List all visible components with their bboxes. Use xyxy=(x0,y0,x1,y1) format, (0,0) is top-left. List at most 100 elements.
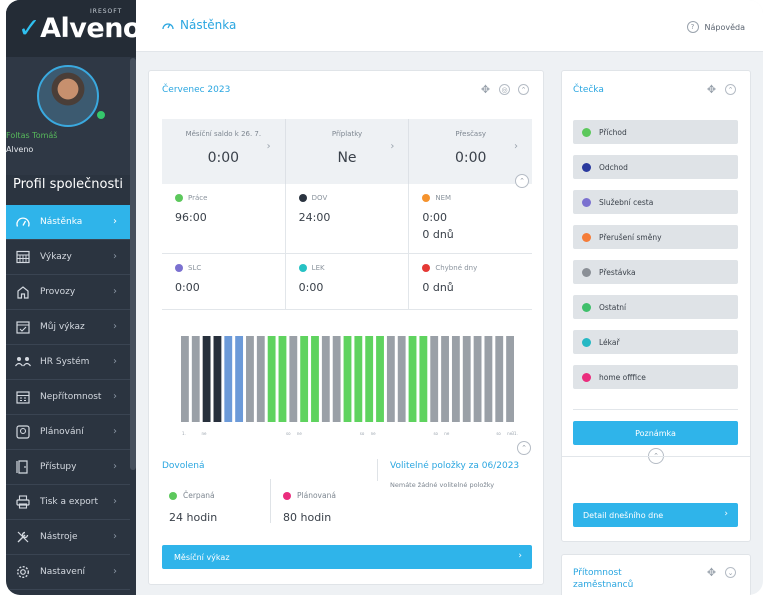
sidebar-item-6[interactable]: Plánování › xyxy=(6,415,130,450)
day-bar[interactable] xyxy=(441,336,449,422)
reader-item-label: Služební cesta xyxy=(599,197,654,207)
stat-cell-value-2: 0 dnů xyxy=(422,228,454,241)
top-stat-2[interactable]: Přesčasy 0:00 › xyxy=(409,119,532,184)
day-bar[interactable] xyxy=(451,336,460,422)
day-bar[interactable] xyxy=(376,336,384,422)
sidebar-item-label: Provozy xyxy=(40,287,76,297)
reader-item[interactable]: Lékař xyxy=(573,330,738,354)
day-bar[interactable] xyxy=(365,336,374,422)
day-bar[interactable] xyxy=(181,336,189,422)
chevron-right-icon: › xyxy=(113,356,117,367)
sidebar-item-8[interactable]: Tisk a export › xyxy=(6,485,130,520)
day-bar[interactable] xyxy=(343,336,352,422)
legend-dot-icon xyxy=(422,194,431,202)
note-button[interactable]: Poznámka xyxy=(573,421,738,445)
day-bar-label: ne xyxy=(296,431,302,436)
reader-item[interactable]: Ostatní xyxy=(573,295,738,319)
settings-icon[interactable]: ◎ xyxy=(499,84,510,95)
move-icon[interactable]: ✥ xyxy=(480,83,491,96)
day-bar[interactable] xyxy=(256,336,265,422)
sidebar-scrollbar[interactable] xyxy=(130,58,136,470)
sidebar-item-label: Nástěnka xyxy=(40,217,83,227)
help-link[interactable]: ? Nápověda xyxy=(686,21,745,33)
reader-item-label: Příchod xyxy=(599,127,627,137)
day-bar[interactable] xyxy=(484,336,493,422)
day-bar[interactable] xyxy=(235,336,244,422)
sidebar-item-4[interactable]: HR Systém › xyxy=(6,345,130,380)
divider xyxy=(377,459,378,481)
day-bar[interactable] xyxy=(278,336,287,422)
logo-bar: ✓Alveno IRESOFT xyxy=(6,0,141,57)
sidebar-item-3[interactable]: Můj výkaz › xyxy=(6,310,130,345)
reader-dot-icon xyxy=(582,127,591,137)
reader-item[interactable]: Odchod xyxy=(573,155,738,179)
chevron-right-icon: › xyxy=(518,551,522,561)
sidebar-item-1[interactable]: Výkazy › xyxy=(6,240,130,275)
collapse-stats-icon[interactable]: ⌃ xyxy=(515,174,529,188)
gear-icon xyxy=(15,564,31,580)
day-bar[interactable] xyxy=(506,336,514,422)
day-bar[interactable] xyxy=(213,336,222,422)
sidebar-item-label: Tisk a export xyxy=(40,497,99,507)
chevron-right-icon: › xyxy=(113,251,117,262)
day-bar[interactable] xyxy=(332,336,341,422)
collapse-icon[interactable]: ⌃ xyxy=(725,84,736,95)
day-bar[interactable] xyxy=(224,336,233,422)
collapse-chart-icon[interactable]: ⌃ xyxy=(517,441,531,455)
reader-controls: ✥ ⌃ xyxy=(706,83,736,96)
avatar[interactable] xyxy=(37,65,99,127)
stat-cell-label-text: LEK xyxy=(311,264,325,272)
sidebar-item-label: Plánování xyxy=(40,427,84,437)
help-icon: ? xyxy=(686,21,699,33)
day-bar[interactable] xyxy=(267,336,276,422)
sidebar-item-label: Výkazy xyxy=(40,252,72,262)
collapse-icon[interactable]: ⌃ xyxy=(518,84,529,95)
move-icon[interactable]: ✥ xyxy=(706,566,717,579)
day-bar[interactable] xyxy=(419,336,428,422)
day-bar[interactable] xyxy=(386,336,395,422)
reader-item[interactable]: Příchod xyxy=(573,120,738,144)
logo-brand-a: A xyxy=(40,13,61,44)
profile-name[interactable]: Foltas Tomáš xyxy=(6,131,58,140)
reader-item-label: Odchod xyxy=(599,162,628,172)
sidebar-item-5[interactable]: Nepřítomnost › xyxy=(6,380,130,415)
expand-icon[interactable]: ⌄ xyxy=(725,567,736,578)
monthly-report-button[interactable]: Měsíční výkaz › xyxy=(162,545,532,569)
sidebar-item-0[interactable]: Nástěnka › xyxy=(6,205,130,240)
logo[interactable]: ✓Alveno xyxy=(18,14,141,44)
day-bar[interactable] xyxy=(462,336,471,422)
day-bar[interactable] xyxy=(495,336,504,422)
day-bar[interactable] xyxy=(191,336,200,422)
day-bar[interactable] xyxy=(321,336,330,422)
move-icon[interactable]: ✥ xyxy=(706,83,717,96)
sidebar-item-9[interactable]: Nástroje › xyxy=(6,520,130,555)
reader-item[interactable]: Přestávka xyxy=(573,260,738,284)
day-bar[interactable] xyxy=(311,336,319,422)
sidebar-item-7[interactable]: Přístupy › xyxy=(6,450,130,485)
reader-item[interactable]: home offfice xyxy=(573,365,738,389)
top-stat-1[interactable]: Příplatky Ne › xyxy=(286,119,410,184)
day-bar[interactable] xyxy=(354,336,363,422)
planned-value: 80 hodin xyxy=(283,511,332,524)
today-detail-button[interactable]: Detail dnešního dne › xyxy=(573,503,738,527)
company-profile-link[interactable]: Profil společnosti xyxy=(13,177,123,192)
chevron-right-icon: › xyxy=(724,509,728,519)
stat-cell-value: 0:00 xyxy=(298,281,324,294)
day-bar[interactable] xyxy=(300,336,309,422)
stat-cell-label-text: Chybné dny xyxy=(435,264,478,272)
day-bar[interactable] xyxy=(289,336,298,422)
day-bar[interactable] xyxy=(246,336,254,422)
sidebar-item-10[interactable]: Nastavení › xyxy=(6,555,130,590)
day-bar[interactable] xyxy=(473,336,482,422)
day-bar[interactable] xyxy=(397,336,406,422)
top-stat-0[interactable]: Měsíční saldo k 26. 7. 0:00 › xyxy=(162,119,286,184)
reader-item[interactable]: Přerušení směny xyxy=(573,225,738,249)
stat-cell-label: DOV xyxy=(298,194,409,202)
divider xyxy=(270,479,271,523)
day-bar[interactable] xyxy=(408,336,417,422)
chevron-right-icon: › xyxy=(113,286,117,297)
day-bar[interactable] xyxy=(430,336,439,422)
sidebar-item-2[interactable]: Provozy › xyxy=(6,275,130,310)
reader-item[interactable]: Služební cesta xyxy=(573,190,738,214)
day-bar[interactable] xyxy=(202,336,211,422)
